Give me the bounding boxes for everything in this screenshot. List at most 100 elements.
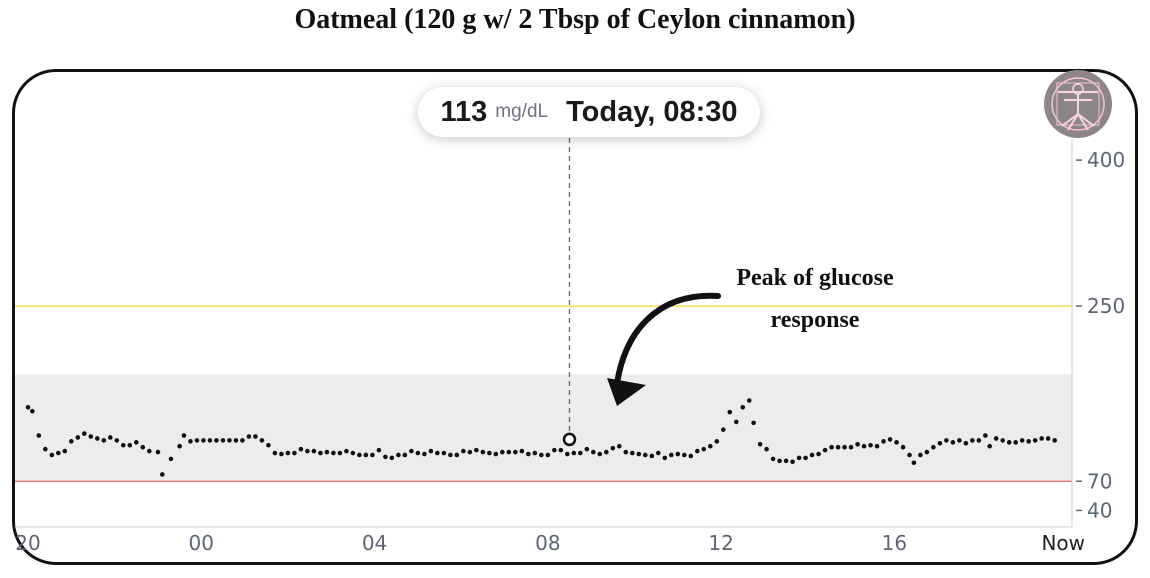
data-point — [95, 436, 100, 441]
x-tick-label: Now — [1041, 531, 1085, 555]
data-point — [422, 451, 427, 457]
data-point — [545, 452, 551, 458]
data-point — [461, 448, 466, 454]
data-point — [675, 451, 681, 457]
data-point — [435, 450, 440, 456]
data-point — [623, 449, 629, 455]
data-point — [701, 446, 707, 452]
x-tick-label: 00 — [189, 531, 214, 555]
data-point — [848, 444, 854, 450]
data-point — [829, 444, 834, 450]
data-point — [803, 455, 808, 461]
data-point — [506, 449, 512, 455]
data-point — [120, 442, 126, 448]
data-point — [181, 433, 187, 438]
data-point — [292, 450, 297, 456]
data-point — [790, 459, 795, 465]
data-point — [746, 398, 752, 403]
annotation-line-1: Peak of glucose — [736, 265, 894, 291]
data-point — [188, 439, 193, 444]
tooltip-unit: mg/dL — [495, 101, 549, 122]
data-point — [655, 450, 661, 456]
data-point — [950, 440, 956, 445]
data-point — [643, 452, 648, 458]
x-tick-label: 04 — [362, 531, 387, 555]
data-point — [1032, 438, 1038, 443]
x-tick-label: 08 — [535, 531, 560, 555]
data-point — [344, 448, 349, 454]
data-point — [159, 472, 165, 477]
data-point — [552, 447, 557, 453]
data-point — [931, 444, 936, 450]
data-point — [168, 456, 174, 462]
data-point — [668, 452, 674, 458]
data-point — [539, 452, 544, 458]
data-point — [101, 438, 107, 443]
data-point — [127, 442, 133, 448]
data-point — [370, 452, 375, 458]
data-point — [597, 451, 603, 457]
data-point — [924, 449, 930, 455]
data-point — [604, 449, 609, 455]
data-point — [757, 441, 763, 447]
y-tick-label: 400 — [1087, 148, 1125, 172]
data-point — [69, 439, 74, 444]
logo-icon — [1044, 70, 1112, 138]
data-point — [62, 448, 68, 454]
data-point — [532, 450, 538, 456]
data-point — [75, 435, 81, 440]
y-tick-label: 250 — [1087, 294, 1125, 318]
data-point — [1052, 438, 1057, 443]
data-point — [519, 448, 525, 454]
data-point — [30, 408, 35, 414]
data-point — [565, 451, 570, 457]
data-point — [324, 449, 330, 455]
data-point — [331, 450, 336, 456]
chart-title: Oatmeal (120 g w/ 2 Tbsp of Ceylon cinna… — [294, 4, 856, 35]
data-point — [240, 438, 245, 443]
data-point — [140, 444, 146, 450]
data-point — [630, 450, 635, 456]
data-point — [177, 443, 182, 449]
annotation-arrowhead — [607, 378, 646, 406]
data-point — [963, 441, 969, 446]
data-point — [279, 451, 284, 457]
data-point — [441, 450, 447, 456]
data-point — [918, 452, 923, 458]
data-point — [396, 452, 401, 458]
data-point — [584, 446, 590, 452]
data-point — [155, 449, 161, 455]
y-tick-label: 40 — [1087, 498, 1112, 522]
data-point — [49, 452, 55, 458]
data-point — [822, 447, 828, 453]
data-point — [617, 443, 622, 449]
data-point — [389, 455, 395, 461]
data-point — [720, 427, 726, 432]
data-point — [253, 434, 258, 439]
x-tick-label: 20 — [15, 531, 40, 555]
data-point — [764, 446, 769, 452]
data-point — [777, 458, 782, 464]
data-point — [318, 450, 323, 456]
vitruvian-figure-icon — [1051, 77, 1105, 131]
data-point — [688, 453, 694, 459]
data-point — [944, 438, 949, 443]
data-point — [714, 439, 720, 444]
data-point — [513, 449, 518, 455]
data-point — [82, 431, 87, 436]
data-point — [108, 435, 113, 440]
selected-point-marker — [562, 432, 577, 447]
data-point — [43, 446, 48, 452]
data-point — [56, 450, 61, 456]
data-point — [298, 446, 304, 452]
data-point — [993, 436, 999, 441]
data-point — [610, 445, 616, 451]
data-point — [220, 438, 226, 443]
data-point — [1019, 438, 1025, 443]
data-point — [266, 442, 271, 448]
data-point — [1006, 440, 1012, 445]
data-point — [770, 456, 776, 462]
data-point — [751, 420, 756, 426]
data-point — [88, 434, 94, 439]
